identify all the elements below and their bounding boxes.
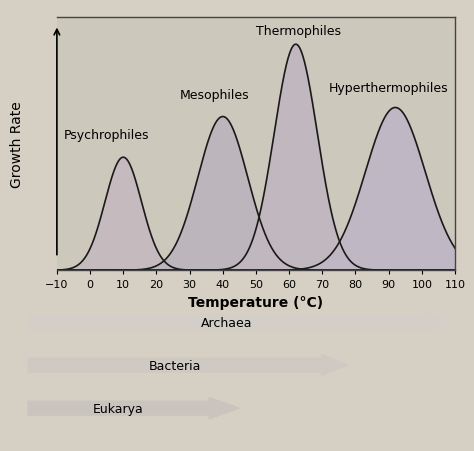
Text: Growth Rate: Growth Rate: [10, 101, 24, 188]
FancyArrow shape: [28, 354, 347, 376]
FancyArrow shape: [28, 312, 451, 333]
Text: Hyperthermophiles: Hyperthermophiles: [329, 82, 448, 95]
Text: Archaea: Archaea: [201, 316, 252, 329]
Text: Thermophiles: Thermophiles: [256, 25, 341, 38]
X-axis label: Temperature (°C): Temperature (°C): [188, 295, 324, 309]
Text: Psychrophiles: Psychrophiles: [64, 129, 149, 142]
Text: Eukarya: Eukarya: [93, 402, 144, 415]
Text: Bacteria: Bacteria: [148, 359, 201, 372]
FancyArrow shape: [28, 397, 239, 419]
Text: Mesophiles: Mesophiles: [180, 88, 249, 101]
